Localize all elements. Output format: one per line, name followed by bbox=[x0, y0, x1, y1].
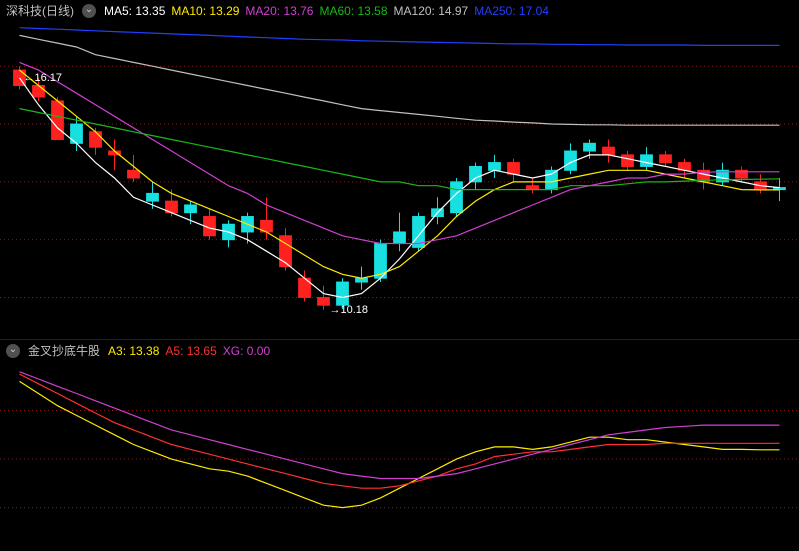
price-annotation: →10.18 bbox=[330, 304, 369, 316]
indicator-label: XG: 0.00 bbox=[223, 344, 270, 358]
candle[interactable] bbox=[489, 155, 501, 178]
candle[interactable] bbox=[755, 174, 767, 193]
indicator-line bbox=[20, 372, 780, 479]
candlestick-chart[interactable] bbox=[0, 0, 799, 340]
candle[interactable] bbox=[717, 163, 729, 186]
main-header: 深科技(日线) ⌄ MA5: 13.35 MA10: 13.29 MA20: 13.… bbox=[6, 2, 555, 19]
candle[interactable] bbox=[679, 159, 691, 178]
ma-line bbox=[20, 35, 780, 125]
candle[interactable] bbox=[52, 97, 64, 139]
indicator-line bbox=[20, 374, 780, 488]
candle[interactable] bbox=[261, 197, 273, 239]
candle[interactable] bbox=[641, 147, 653, 170]
candle[interactable] bbox=[565, 143, 577, 174]
candle[interactable] bbox=[698, 163, 710, 190]
candle[interactable] bbox=[603, 139, 615, 162]
candle[interactable] bbox=[432, 197, 444, 224]
ma-label: MA5: 13.35 bbox=[104, 4, 165, 18]
ma-label: MA10: 13.29 bbox=[171, 4, 239, 18]
stock-title: 深科技(日线) bbox=[6, 2, 74, 19]
candle[interactable] bbox=[413, 213, 425, 252]
ma-line bbox=[20, 28, 780, 46]
indicator-chart[interactable] bbox=[0, 340, 799, 550]
indicator-panel[interactable]: ⌄ 金叉抄底牛股 A3: 13.38 A5: 13.65 XG: 0.00 bbox=[0, 340, 799, 550]
candle[interactable] bbox=[280, 228, 292, 270]
sub-header: ⌄ 金叉抄底牛股 A3: 13.38 A5: 13.65 XG: 0.00 bbox=[6, 342, 276, 359]
ma-line bbox=[20, 78, 780, 298]
chevron-down-icon[interactable]: ⌄ bbox=[6, 344, 20, 358]
candle[interactable] bbox=[622, 151, 634, 170]
candle[interactable] bbox=[242, 213, 254, 244]
ma-label: MA120: 14.97 bbox=[394, 4, 469, 18]
price-annotation: ←16.17 bbox=[24, 72, 63, 84]
main-chart-panel[interactable]: 深科技(日线) ⌄ MA5: 13.35 MA10: 13.29 MA20: 13.… bbox=[0, 0, 799, 340]
chevron-down-icon[interactable]: ⌄ bbox=[82, 4, 96, 18]
indicator-label: A3: 13.38 bbox=[108, 344, 159, 358]
indicator-line bbox=[20, 381, 780, 507]
candle[interactable] bbox=[584, 139, 596, 158]
candle[interactable] bbox=[204, 209, 216, 240]
indicator-label: A5: 13.65 bbox=[165, 344, 216, 358]
indicator-legend-group: A3: 13.38 A5: 13.65 XG: 0.00 bbox=[108, 344, 276, 358]
ma-label: MA60: 13.58 bbox=[319, 4, 387, 18]
ma-label: MA250: 17.04 bbox=[474, 4, 549, 18]
indicator-title: 金叉抄底牛股 bbox=[28, 342, 100, 359]
ma-legend-group: MA5: 13.35 MA10: 13.29 MA20: 13.76 MA60: 13… bbox=[104, 4, 555, 18]
candle[interactable] bbox=[394, 213, 406, 252]
candle[interactable] bbox=[128, 155, 140, 182]
candle[interactable] bbox=[527, 178, 539, 193]
ma-label: MA20: 13.76 bbox=[245, 4, 313, 18]
candle[interactable] bbox=[508, 159, 520, 182]
candle[interactable] bbox=[660, 151, 672, 166]
